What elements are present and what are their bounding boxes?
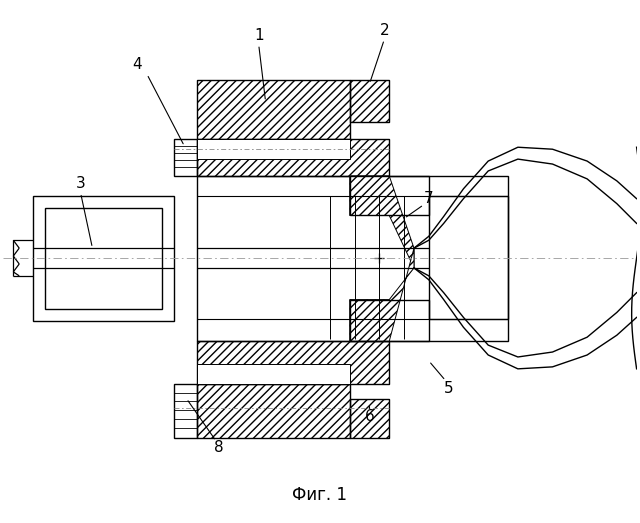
Polygon shape: [349, 176, 414, 268]
Bar: [429, 196, 508, 320]
Bar: [197, 341, 389, 384]
Bar: [197, 384, 349, 438]
Text: 4: 4: [132, 56, 142, 72]
Bar: [197, 139, 349, 159]
Bar: [349, 80, 389, 121]
Bar: [349, 176, 429, 215]
Bar: [197, 139, 389, 176]
Text: 7: 7: [424, 191, 434, 206]
Bar: [197, 139, 389, 176]
Bar: [197, 80, 349, 139]
Bar: [33, 196, 173, 321]
Bar: [349, 300, 429, 341]
Text: 3: 3: [76, 176, 86, 191]
Bar: [197, 341, 389, 384]
Bar: [45, 208, 162, 310]
Text: 6: 6: [365, 409, 374, 424]
Bar: [173, 139, 197, 176]
Bar: [197, 80, 349, 139]
Bar: [349, 399, 389, 438]
Text: 8: 8: [214, 440, 224, 456]
Text: 2: 2: [380, 23, 389, 38]
Bar: [349, 80, 389, 121]
Bar: [349, 399, 389, 438]
Text: 5: 5: [444, 381, 453, 396]
Bar: [197, 364, 349, 384]
Polygon shape: [349, 248, 414, 341]
Text: Фиг. 1: Фиг. 1: [292, 486, 348, 505]
Bar: [173, 384, 197, 438]
Bar: [197, 384, 349, 438]
Text: 1: 1: [254, 28, 264, 43]
Bar: [197, 176, 508, 341]
